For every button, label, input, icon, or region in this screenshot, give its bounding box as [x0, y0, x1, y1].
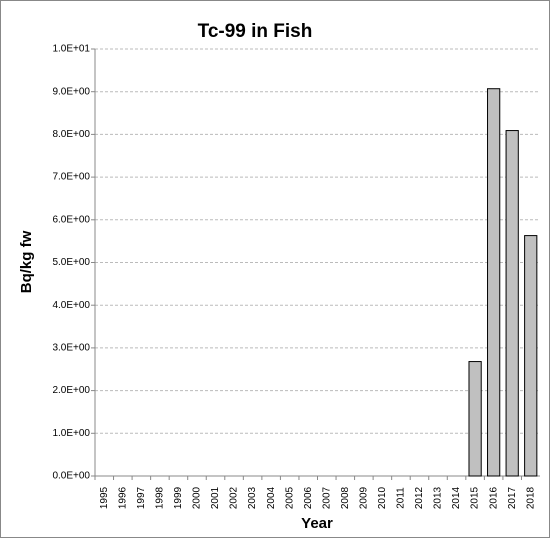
bar: [505, 130, 519, 477]
y-tick-label: 9.0E+00: [52, 86, 90, 97]
y-tick-label: 0.0E+00: [52, 471, 90, 482]
chart-title: Tc-99 in Fish: [198, 21, 313, 42]
x-tick-label: 2018: [525, 486, 536, 509]
x-tick-label: 2004: [266, 486, 277, 509]
x-tick-label: 1995: [99, 486, 110, 509]
x-tick-label: 1999: [173, 486, 184, 509]
x-tick-label: 2007: [321, 486, 332, 509]
x-tick-label: 2008: [340, 486, 351, 509]
x-tick-label: 2000: [192, 486, 203, 509]
y-tick-label: 5.0E+00: [52, 257, 90, 268]
y-tick-label: 3.0E+00: [52, 343, 90, 354]
x-tick-label: 2012: [414, 486, 425, 509]
x-tick-label: 1997: [136, 486, 147, 509]
x-tick-label: 2011: [396, 487, 407, 509]
x-tick-label: 2015: [470, 486, 481, 509]
x-tick-label: 2014: [451, 486, 462, 509]
y-tick-label: 4.0E+00: [52, 300, 90, 311]
y-tick-label: 1.0E+01: [52, 44, 90, 55]
x-tick-label: 2003: [247, 486, 258, 509]
x-tick-label: 2009: [358, 486, 369, 509]
x-tick-label: 2005: [284, 486, 295, 509]
x-axis-label: Year: [301, 515, 333, 532]
x-tick-label: 2010: [377, 486, 388, 509]
x-tick-label: 2016: [488, 486, 499, 509]
y-tick-label: 7.0E+00: [52, 172, 90, 183]
y-tick-label: 6.0E+00: [52, 214, 90, 225]
bar: [524, 235, 538, 477]
x-tick-label: 2001: [210, 486, 221, 509]
x-tick-label: 2013: [433, 486, 444, 509]
bar: [468, 361, 482, 477]
x-tick-label: 1998: [155, 486, 166, 509]
x-tick-label: 1996: [117, 486, 128, 509]
bar: [487, 88, 501, 477]
x-tick-label: 2002: [229, 486, 240, 509]
x-tick-label: 2006: [303, 486, 314, 509]
y-axis-label: Bq/kg fw: [18, 230, 35, 293]
x-tick-label: 2017: [507, 486, 518, 509]
y-tick-label: 8.0E+00: [52, 129, 90, 140]
y-tick-label: 2.0E+00: [52, 385, 90, 396]
y-tick-label: 1.0E+00: [52, 428, 90, 439]
